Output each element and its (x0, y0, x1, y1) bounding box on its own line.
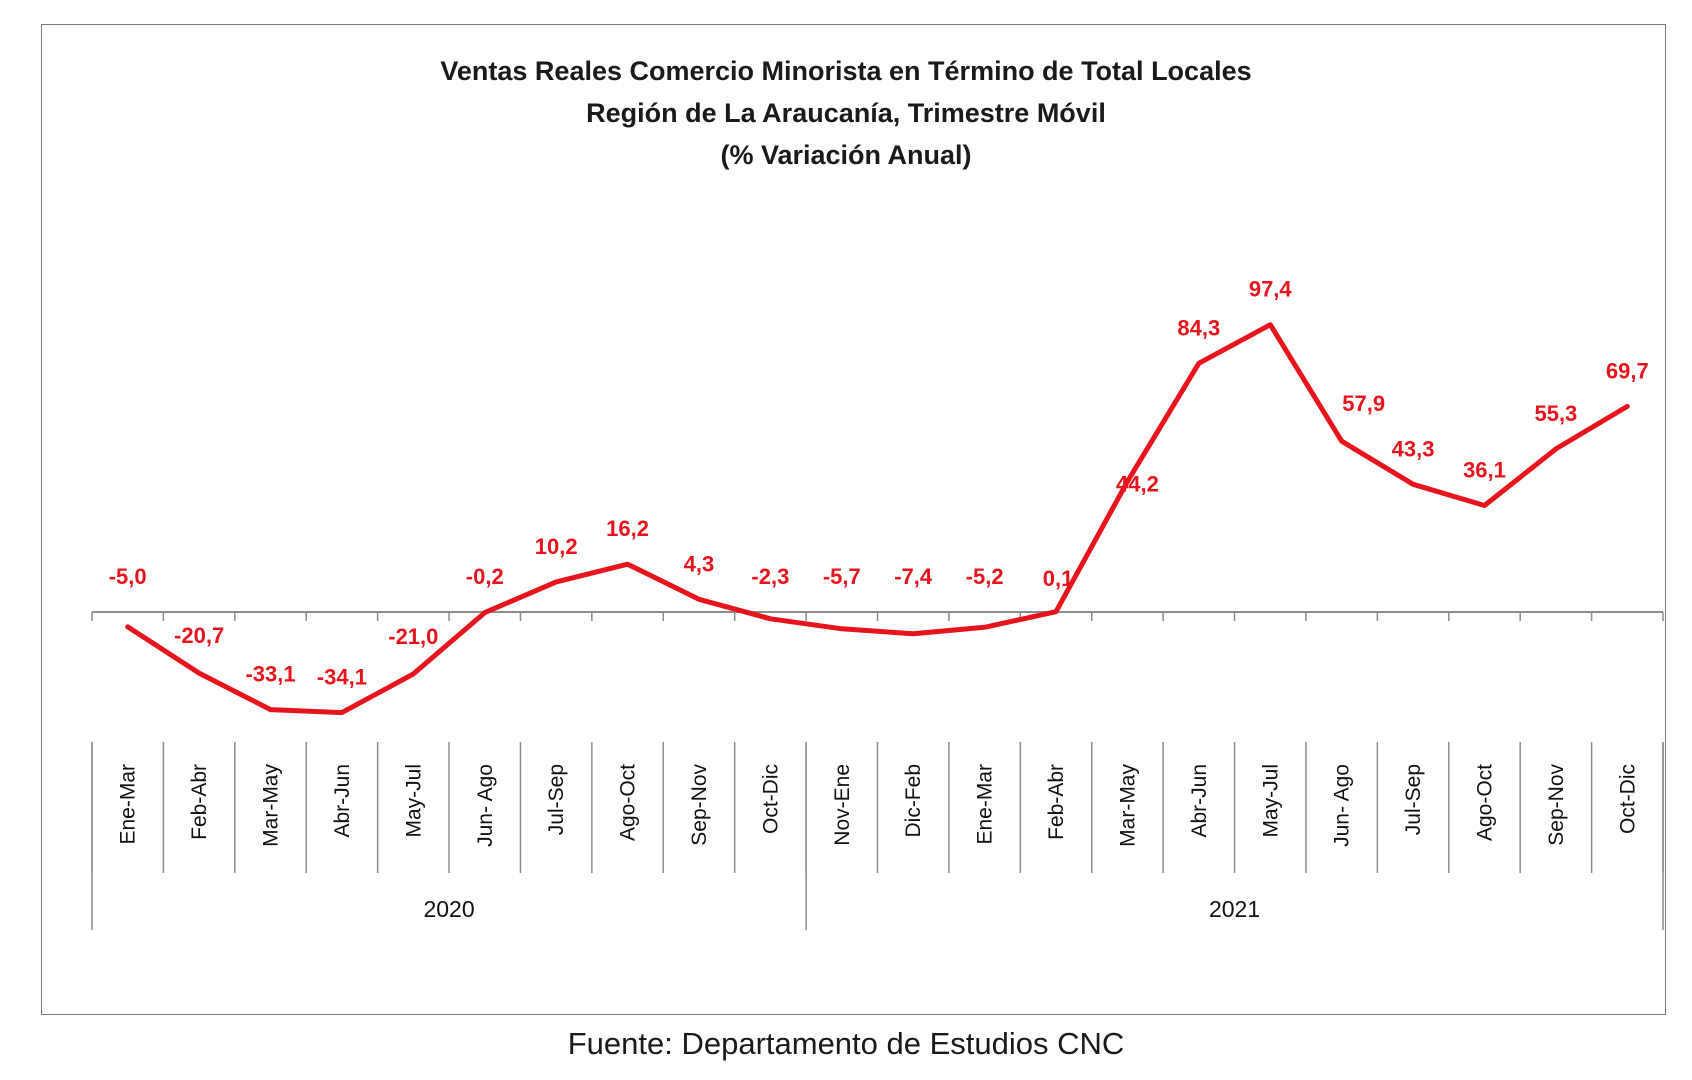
chart-title: Ventas Reales Comercio Minorista en Térm… (440, 56, 1251, 170)
data-label: -20,7 (174, 623, 224, 648)
chart-title-line: Región de La Araucanía, Trimestre Móvil (586, 98, 1106, 128)
series-line (125, 322, 1630, 716)
x-tick-label: Feb-Abr (1045, 764, 1068, 840)
data-label: -5,7 (823, 564, 861, 589)
data-label: 44,2 (1116, 472, 1159, 497)
data-label: 84,3 (1177, 315, 1220, 340)
data-label: 10,2 (535, 534, 578, 559)
x-tick-label: Ene-Mar (974, 764, 997, 845)
source-note: Fuente: Departamento de Estudios CNC (567, 1026, 1125, 1061)
x-tick-label: Mar-May (260, 764, 283, 847)
x-tick-label: Mar-May (1116, 764, 1139, 847)
x-tick-label: Dic-Feb (902, 764, 925, 838)
data-label: -0,2 (466, 564, 504, 589)
x-tick-label: Jul-Sep (545, 764, 568, 835)
data-label: -21,0 (388, 624, 438, 649)
data-label: -2,3 (751, 564, 789, 589)
series-line-group (125, 322, 1630, 716)
data-label: 97,4 (1249, 277, 1293, 302)
data-label: 0,1 (1043, 566, 1074, 591)
x-tick-label: Sep-Nov (1545, 764, 1568, 846)
group-label: 2020 (423, 896, 474, 922)
x-tick-label: Abr-Jun (331, 764, 354, 838)
data-label: -34,1 (317, 665, 367, 690)
data-label: -33,1 (245, 662, 295, 687)
x-tick-label: Oct-Dic (1616, 764, 1639, 834)
x-tick-label: Ago-Oct (1473, 764, 1496, 841)
x-tick-label: Ene-Mar (117, 764, 140, 845)
x-tick-label: May-Jul (1259, 764, 1282, 838)
data-label: 16,2 (606, 516, 649, 541)
x-tick-label: Jun- Ago (1331, 764, 1354, 847)
x-tick-label: May-Jul (402, 764, 425, 838)
x-tick-label: Feb-Abr (188, 764, 211, 840)
data-label: 36,1 (1463, 458, 1506, 483)
data-label: -7,4 (894, 564, 933, 589)
data-label: -5,2 (966, 564, 1004, 589)
data-label: -5,0 (109, 564, 147, 589)
data-label: 4,3 (684, 551, 715, 576)
chart-title-line: Ventas Reales Comercio Minorista en Térm… (440, 56, 1251, 86)
group-label: 2021 (1209, 896, 1260, 922)
x-tick-label: Oct-Dic (759, 764, 782, 834)
x-tick-label: Abr-Jun (1188, 764, 1211, 838)
x-axis: Ene-Mar Feb-Abr Mar-May Abr-Jun May-Jul Jun- … (91, 611, 1664, 930)
chart-title-line: (% Variación Anual) (720, 140, 971, 170)
data-label: 43,3 (1392, 436, 1435, 461)
data-label: 55,3 (1534, 401, 1577, 426)
chart-frame (41, 24, 1666, 1015)
data-label-group: -5,0 -20,7 -33,1 -34,1 -21,0 -0,2 10,2 16,2 4,3 -… (109, 277, 1649, 690)
x-tick-label: Sep-Nov (688, 764, 711, 846)
data-label: 57,9 (1342, 391, 1385, 416)
data-label: 69,7 (1606, 358, 1649, 383)
x-tick-label: Jul-Sep (1402, 764, 1425, 835)
x-tick-label: Ago-Oct (617, 764, 640, 841)
x-tick-label: Nov-Ene (831, 764, 854, 846)
x-tick-label: Jun- Ago (474, 764, 497, 847)
